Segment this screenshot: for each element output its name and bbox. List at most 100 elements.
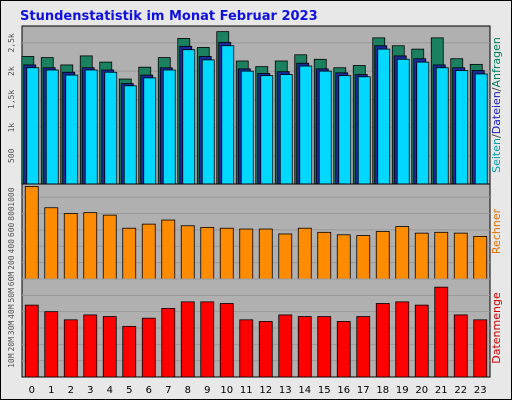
bar-hits-seiten-16 [338,75,352,185]
bar-hits-seiten-15 [318,70,332,185]
y-axis-label-part-hits-3: / [490,87,503,91]
bar-visits-rechner-20 [414,232,429,280]
bar-visits-rechner-7 [161,219,176,280]
y-axis-label-part-hits-1: / [490,134,503,138]
plot-area-visits [21,183,491,280]
bar-volume-datenmenge-21 [434,286,449,378]
x-tick-label-1: 1 [48,385,54,396]
bar-volume-datenmenge-15 [317,316,332,378]
x-tick-label-6: 6 [146,385,152,396]
x-tick-label-8: 8 [185,385,191,396]
bar-visits-rechner-10 [219,227,234,280]
bar-hits-seiten-17 [357,76,371,185]
bar-visits-rechner-21 [434,231,449,280]
x-tick-label-3: 3 [87,385,93,396]
y-axis-label-part-volume-0: Datenmenge [490,292,503,364]
bar-visits-rechner-5 [122,227,137,280]
bar-hits-seiten-11 [240,70,254,185]
x-tick-label-16: 16 [337,385,350,396]
x-tick-label-0: 0 [29,385,35,396]
bar-hits-seiten-13 [279,74,293,185]
bar-visits-rechner-14 [297,227,312,280]
x-tick-label-4: 4 [107,385,113,396]
bar-hits-seiten-10 [221,45,235,185]
bar-volume-datenmenge-14 [297,316,312,378]
bar-hits-seiten-5 [123,85,137,185]
bar-volume-datenmenge-5 [122,325,137,378]
x-tick-label-14: 14 [298,385,311,396]
bar-visits-rechner-13 [278,233,293,280]
y-tick-label-visits-1: 400 [7,239,16,254]
bar-hits-seiten-3 [84,69,98,185]
y-tick-label-visits-4: 1000 [7,187,16,206]
bar-visits-rechner-3 [83,212,98,280]
bar-visits-rechner-23 [473,236,488,280]
bar-hits-seiten-20 [416,61,430,185]
bar-hits-seiten-19 [396,58,410,185]
y-tick-label-volume-3: 40M [7,304,16,319]
x-tick-label-13: 13 [279,385,292,396]
bar-volume-datenmenge-0 [24,304,39,378]
bar-hits-seiten-0 [26,67,40,185]
x-tick-label-9: 9 [204,385,210,396]
x-tick-label-11: 11 [240,385,253,396]
bar-hits-seiten-7 [162,69,176,185]
bar-volume-datenmenge-8 [180,301,195,378]
bar-volume-datenmenge-18 [375,303,390,378]
bar-volume-datenmenge-9 [200,301,215,378]
y-tick-label-visits-3: 800 [7,206,16,221]
y-tick-label-hits-1: 1k [7,123,16,133]
y-tick-label-volume-2: 30M [7,321,16,336]
bar-visits-rechner-16 [336,234,351,280]
y-tick-label-volume-0: 10M [7,353,16,368]
y-tick-label-visits-2: 600 [7,222,16,237]
bar-volume-datenmenge-4 [102,316,117,378]
y-tick-label-hits-0: 500 [7,148,16,163]
bar-volume-datenmenge-17 [356,316,371,378]
x-tick-label-17: 17 [357,385,370,396]
y-tick-label-volume-5: 60M [7,272,16,287]
bar-volume-datenmenge-16 [336,321,351,378]
x-tick-label-18: 18 [376,385,389,396]
y-axis-label-hits: Seiten/Dateien/Anfragen [490,37,503,173]
bar-visits-rechner-4 [102,214,117,280]
bar-visits-rechner-18 [375,231,390,280]
x-tick-label-22: 22 [454,385,467,396]
bar-hits-seiten-14 [299,65,313,185]
bar-volume-datenmenge-10 [219,303,234,378]
y-axis-label-part-hits-2: Dateien [490,91,503,134]
bar-volume-datenmenge-12 [258,321,273,378]
bar-volume-datenmenge-23 [473,319,488,378]
bar-visits-rechner-11 [239,228,254,280]
bar-hits-seiten-1 [45,69,59,185]
y-axis-label-visits: Rechner [490,208,503,254]
bar-visits-rechner-15 [317,231,332,280]
bar-volume-datenmenge-6 [141,317,156,378]
bar-hits-seiten-6 [143,77,157,185]
bar-volume-datenmenge-2 [63,319,78,378]
x-tick-label-10: 10 [220,385,233,396]
x-tick-label-7: 7 [165,385,171,396]
bar-hits-seiten-18 [377,48,391,185]
bar-hits-seiten-23 [474,73,488,185]
chart-title: Stundenstatistik im Monat Februar 2023 [20,9,318,24]
y-axis-label-part-visits-0: Rechner [490,208,503,254]
y-tick-label-hits-4: 2,5k [7,33,16,52]
x-tick-label-2: 2 [68,385,74,396]
y-axis-label-part-hits-4: Anfragen [490,37,503,87]
bar-visits-rechner-9 [200,227,215,280]
x-tick-label-5: 5 [126,385,132,396]
y-tick-label-volume-4: 50M [7,288,16,303]
bar-visits-rechner-2 [63,213,78,280]
bar-visits-rechner-22 [453,232,468,280]
plots: 5001k1,5k2k2,5kSeiten/Dateien/Anfragen20… [7,25,503,396]
x-tick-label-19: 19 [396,385,409,396]
bar-visits-rechner-1 [44,207,59,280]
x-tick-label-23: 23 [474,385,487,396]
y-tick-label-hits-3: 2k [7,66,16,76]
bar-volume-datenmenge-3 [83,314,98,378]
y-axis-label-part-hits-0: Seiten [490,138,503,173]
bar-visits-rechner-17 [356,235,371,280]
y-axis-label-volume: Datenmenge [490,292,503,364]
